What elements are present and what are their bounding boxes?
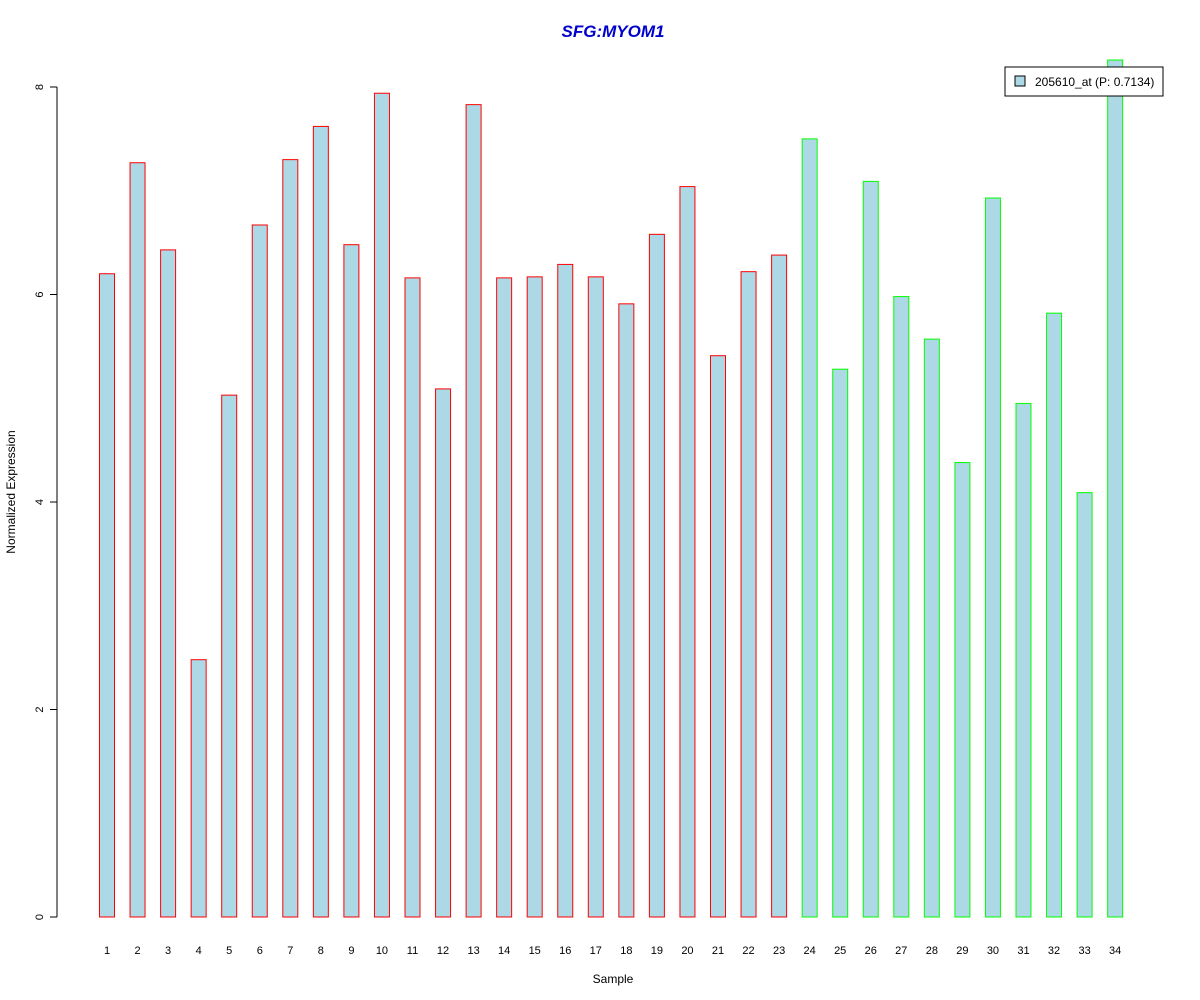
bar-sample-9 (343, 244, 360, 918)
x-tick-label: 16 (559, 945, 571, 957)
x-tick-label: 2 (134, 945, 140, 957)
bar-sample-15 (526, 276, 543, 918)
chart-title: SFG:MYOM1 (562, 22, 665, 41)
x-tick-label: 3 (165, 945, 171, 957)
x-tick-label: 34 (1109, 945, 1121, 957)
bar-sample-2 (129, 162, 146, 918)
x-tick-label: 31 (1017, 945, 1029, 957)
bar-sample-22 (740, 271, 757, 918)
x-axis-title: Sample (593, 972, 634, 986)
bar-sample-29 (954, 462, 971, 918)
x-tick-label: 20 (681, 945, 693, 957)
x-tick-label: 13 (467, 945, 479, 957)
x-tick-label: 33 (1078, 945, 1090, 957)
bar-sample-14 (496, 277, 513, 918)
x-tick-label: 11 (407, 945, 418, 957)
bar-sample-23 (771, 254, 788, 918)
x-tick-label: 17 (590, 945, 602, 957)
y-tick-label: 4 (34, 499, 46, 505)
y-axis: 0 2 4 6 8 (34, 84, 58, 920)
x-tick-label: 21 (712, 945, 724, 957)
x-tick-label: 4 (196, 945, 202, 957)
x-tick-label: 28 (926, 945, 938, 957)
x-tick-label: 23 (773, 945, 785, 957)
bar-sample-18 (618, 303, 635, 918)
bar-sample-11 (404, 277, 421, 918)
x-tick-label: 24 (804, 945, 816, 957)
legend-box (1004, 66, 1164, 97)
bar-sample-5 (221, 394, 238, 918)
x-tick-label: 1 (104, 945, 110, 957)
x-tick-label: 7 (287, 945, 293, 957)
bar-sample-6 (251, 224, 268, 918)
x-tick-label: 29 (956, 945, 968, 957)
y-tick-label: 0 (34, 914, 46, 920)
bar-sample-31 (1015, 402, 1032, 918)
x-tick-label: 32 (1048, 945, 1060, 957)
legend-swatch (1014, 75, 1026, 87)
x-tick-label: 12 (437, 945, 449, 957)
bar-sample-16 (557, 263, 574, 918)
bar-sample-10 (373, 92, 390, 918)
bar-sample-12 (435, 388, 452, 918)
x-tick-label: 14 (498, 945, 510, 957)
y-tick-label: 2 (34, 706, 46, 712)
bar-sample-25 (832, 368, 849, 918)
bar-sample-7 (282, 159, 299, 918)
legend: 205610_at (P: 0.7134) (1004, 66, 1164, 97)
bar-sample-20 (679, 186, 696, 918)
bar-sample-30 (984, 197, 1001, 918)
x-tick-labels: 1 2 3 4 5 6 7 8 9 10 11 12 13 14 15 16 17 18 19 20 21 22 23 24 2… (104, 945, 1121, 957)
x-tick-label: 6 (257, 945, 263, 957)
bar-sample-13 (465, 104, 482, 918)
x-tick-label: 19 (651, 945, 663, 957)
x-tick-label: 18 (620, 945, 632, 957)
bar-sample-33 (1076, 492, 1093, 918)
x-tick-label: 30 (987, 945, 999, 957)
y-tick-label: 6 (34, 291, 46, 297)
x-tick-label: 10 (376, 945, 388, 957)
x-tick-label: 26 (865, 945, 877, 957)
bar-sample-24 (801, 138, 818, 918)
bar-sample-4 (190, 659, 207, 918)
legend-label: 205610_at (P: 0.7134) (1035, 75, 1154, 89)
x-tick-label: 25 (834, 945, 846, 957)
bar-sample-34 (1107, 59, 1124, 918)
bar-sample-1 (99, 273, 115, 918)
bar-sample-8 (312, 125, 329, 918)
bar-sample-19 (648, 233, 665, 918)
bar-sample-26 (862, 180, 879, 918)
bar-sample-28 (923, 338, 940, 918)
x-tick-label: 22 (742, 945, 754, 957)
x-tick-label: 27 (895, 945, 907, 957)
bar-sample-17 (587, 276, 604, 918)
x-tick-label: 5 (226, 945, 232, 957)
bars-group (99, 59, 1124, 918)
bar-sample-21 (710, 355, 726, 918)
bar-sample-32 (1046, 312, 1063, 918)
y-tick-label: 8 (34, 84, 46, 90)
bar-sample-27 (893, 296, 910, 918)
x-tick-label: 15 (529, 945, 541, 957)
bar-sample-3 (160, 249, 177, 918)
y-axis-title: Normalized Expression (4, 430, 18, 553)
x-tick-label: 9 (348, 945, 354, 957)
x-tick-label: 8 (318, 945, 324, 957)
